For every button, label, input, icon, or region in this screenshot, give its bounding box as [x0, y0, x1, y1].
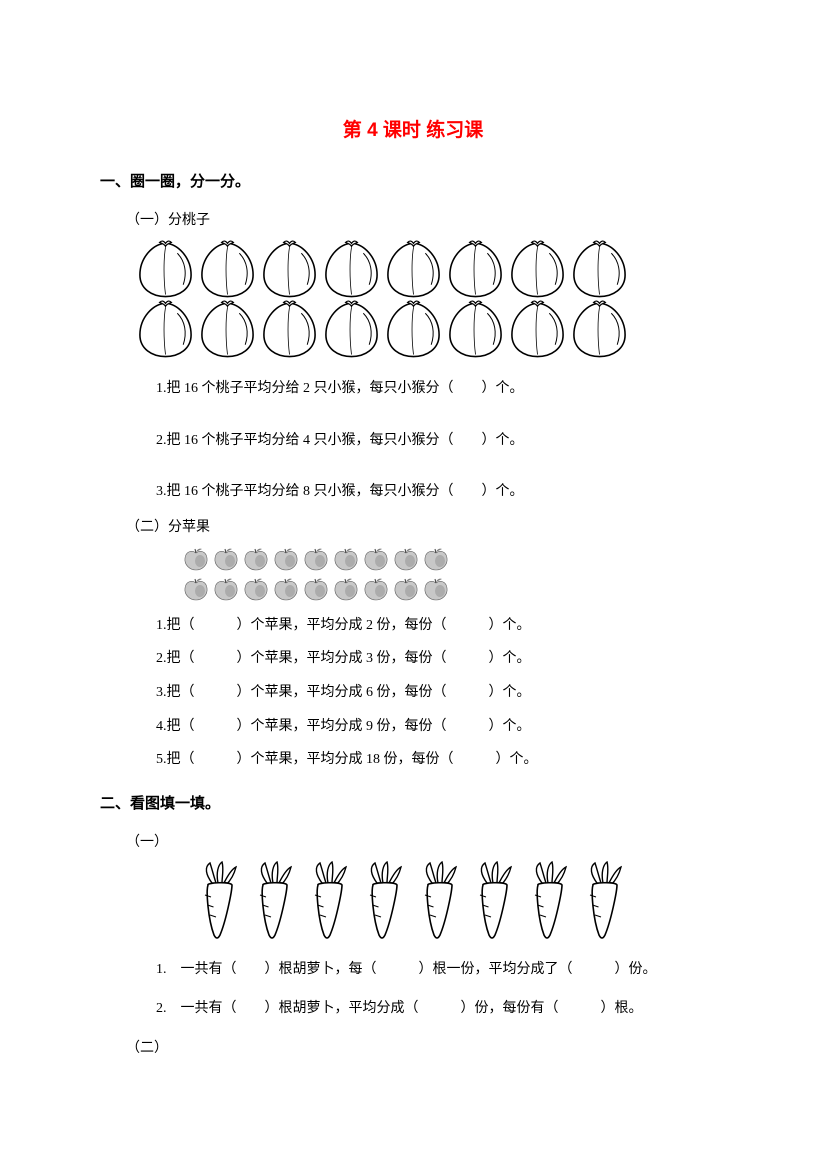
apple-icon	[422, 546, 450, 572]
apple-icon	[332, 576, 360, 602]
section-2-part-1-label: （一）	[126, 831, 726, 851]
carrot-icon	[192, 861, 245, 939]
apple-icon	[212, 576, 240, 602]
s1p2-q1: 1.把（ ）个苹果，平均分成 2 份，每份（ ）个。	[156, 616, 726, 636]
peach-icon	[320, 239, 383, 301]
peach-icon	[258, 239, 321, 301]
page-title: 第 4 课时 练习课	[100, 115, 726, 142]
carrot-row	[192, 861, 726, 939]
peach-icon	[568, 299, 631, 361]
carrot-icon	[522, 861, 575, 939]
s2p1-q1: 1. 一共有（ ）根胡萝卜，每（ ）根一份，平均分成了（ ）份。	[156, 959, 726, 980]
apple-row	[182, 546, 726, 572]
apple-icon	[362, 546, 390, 572]
carrot-icon	[247, 861, 300, 939]
apple-icon	[272, 546, 300, 572]
apple-icon	[392, 546, 420, 572]
peach-icon	[382, 299, 445, 361]
s1p2-q2: 2.把（ ）个苹果，平均分成 3 份，每份（ ）个。	[156, 649, 726, 669]
apple-grid	[182, 546, 726, 602]
peach-icon	[382, 239, 445, 301]
peach-icon	[568, 239, 631, 301]
s1p2-q3: 3.把（ ）个苹果，平均分成 6 份，每份（ ）个。	[156, 683, 726, 703]
apple-icon	[302, 546, 330, 572]
apple-icon	[212, 546, 240, 572]
s1p2-q4: 4.把（ ）个苹果，平均分成 9 份，每份（ ）个。	[156, 717, 726, 737]
apple-icon	[422, 576, 450, 602]
carrot-icon	[467, 861, 520, 939]
section-2-part-2-label: （二）	[126, 1037, 726, 1057]
peach-icon	[196, 299, 259, 361]
carrot-icon	[412, 861, 465, 939]
peach-row	[134, 239, 726, 301]
apple-icon	[182, 546, 210, 572]
carrot-icon	[577, 861, 630, 939]
apple-icon	[392, 576, 420, 602]
peach-icon	[134, 239, 197, 301]
apple-icon	[242, 546, 270, 572]
peach-icon	[320, 299, 383, 361]
peach-icon	[506, 299, 569, 361]
s1p2-q5: 5.把（ ）个苹果，平均分成 18 份，每份（ ）个。	[156, 750, 726, 770]
section-2-heading: 二、看图填一填。	[100, 792, 726, 813]
section-1-heading: 一、圈一圈，分一分。	[100, 170, 726, 191]
s2p1-q2: 2. 一共有（ ）根胡萝卜，平均分成（ ）份，每份有（ ）根。	[156, 998, 726, 1019]
peach-row	[134, 299, 726, 361]
section-1-part-2-label: （二）分苹果	[126, 516, 726, 536]
apple-icon	[272, 576, 300, 602]
peach-icon	[444, 239, 507, 301]
apple-icon	[302, 576, 330, 602]
peach-icon	[134, 299, 197, 361]
carrot-icon	[302, 861, 355, 939]
apple-icon	[242, 576, 270, 602]
apple-icon	[332, 546, 360, 572]
peach-icon	[258, 299, 321, 361]
s1p1-q2: 2.把 16 个桃子平均分给 4 只小猴，每只小猴分（ ）个。	[156, 431, 726, 451]
peach-icon	[444, 299, 507, 361]
carrot-icon	[357, 861, 410, 939]
section-1-part-1-label: （一）分桃子	[126, 209, 726, 229]
peach-icon	[196, 239, 259, 301]
peach-icon	[506, 239, 569, 301]
peach-grid	[134, 239, 726, 361]
apple-icon	[182, 576, 210, 602]
s1p1-q3: 3.把 16 个桃子平均分给 8 只小猴，每只小猴分（ ）个。	[156, 482, 726, 502]
s1p1-q1: 1.把 16 个桃子平均分给 2 只小猴，每只小猴分（ ）个。	[156, 379, 726, 399]
apple-icon	[362, 576, 390, 602]
apple-row	[182, 576, 726, 602]
